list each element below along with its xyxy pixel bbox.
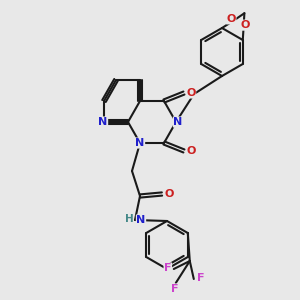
Text: N: N (173, 117, 183, 127)
Text: N: N (136, 215, 146, 225)
Text: O: O (186, 146, 196, 156)
Text: O: O (226, 14, 236, 24)
Text: F: F (171, 284, 178, 294)
Text: O: O (164, 189, 174, 199)
Text: O: O (241, 20, 250, 30)
Text: H: H (124, 214, 134, 224)
Text: F: F (164, 263, 172, 273)
Text: N: N (135, 138, 145, 148)
Text: F: F (197, 273, 205, 283)
Text: N: N (98, 117, 108, 127)
Text: O: O (186, 88, 196, 98)
